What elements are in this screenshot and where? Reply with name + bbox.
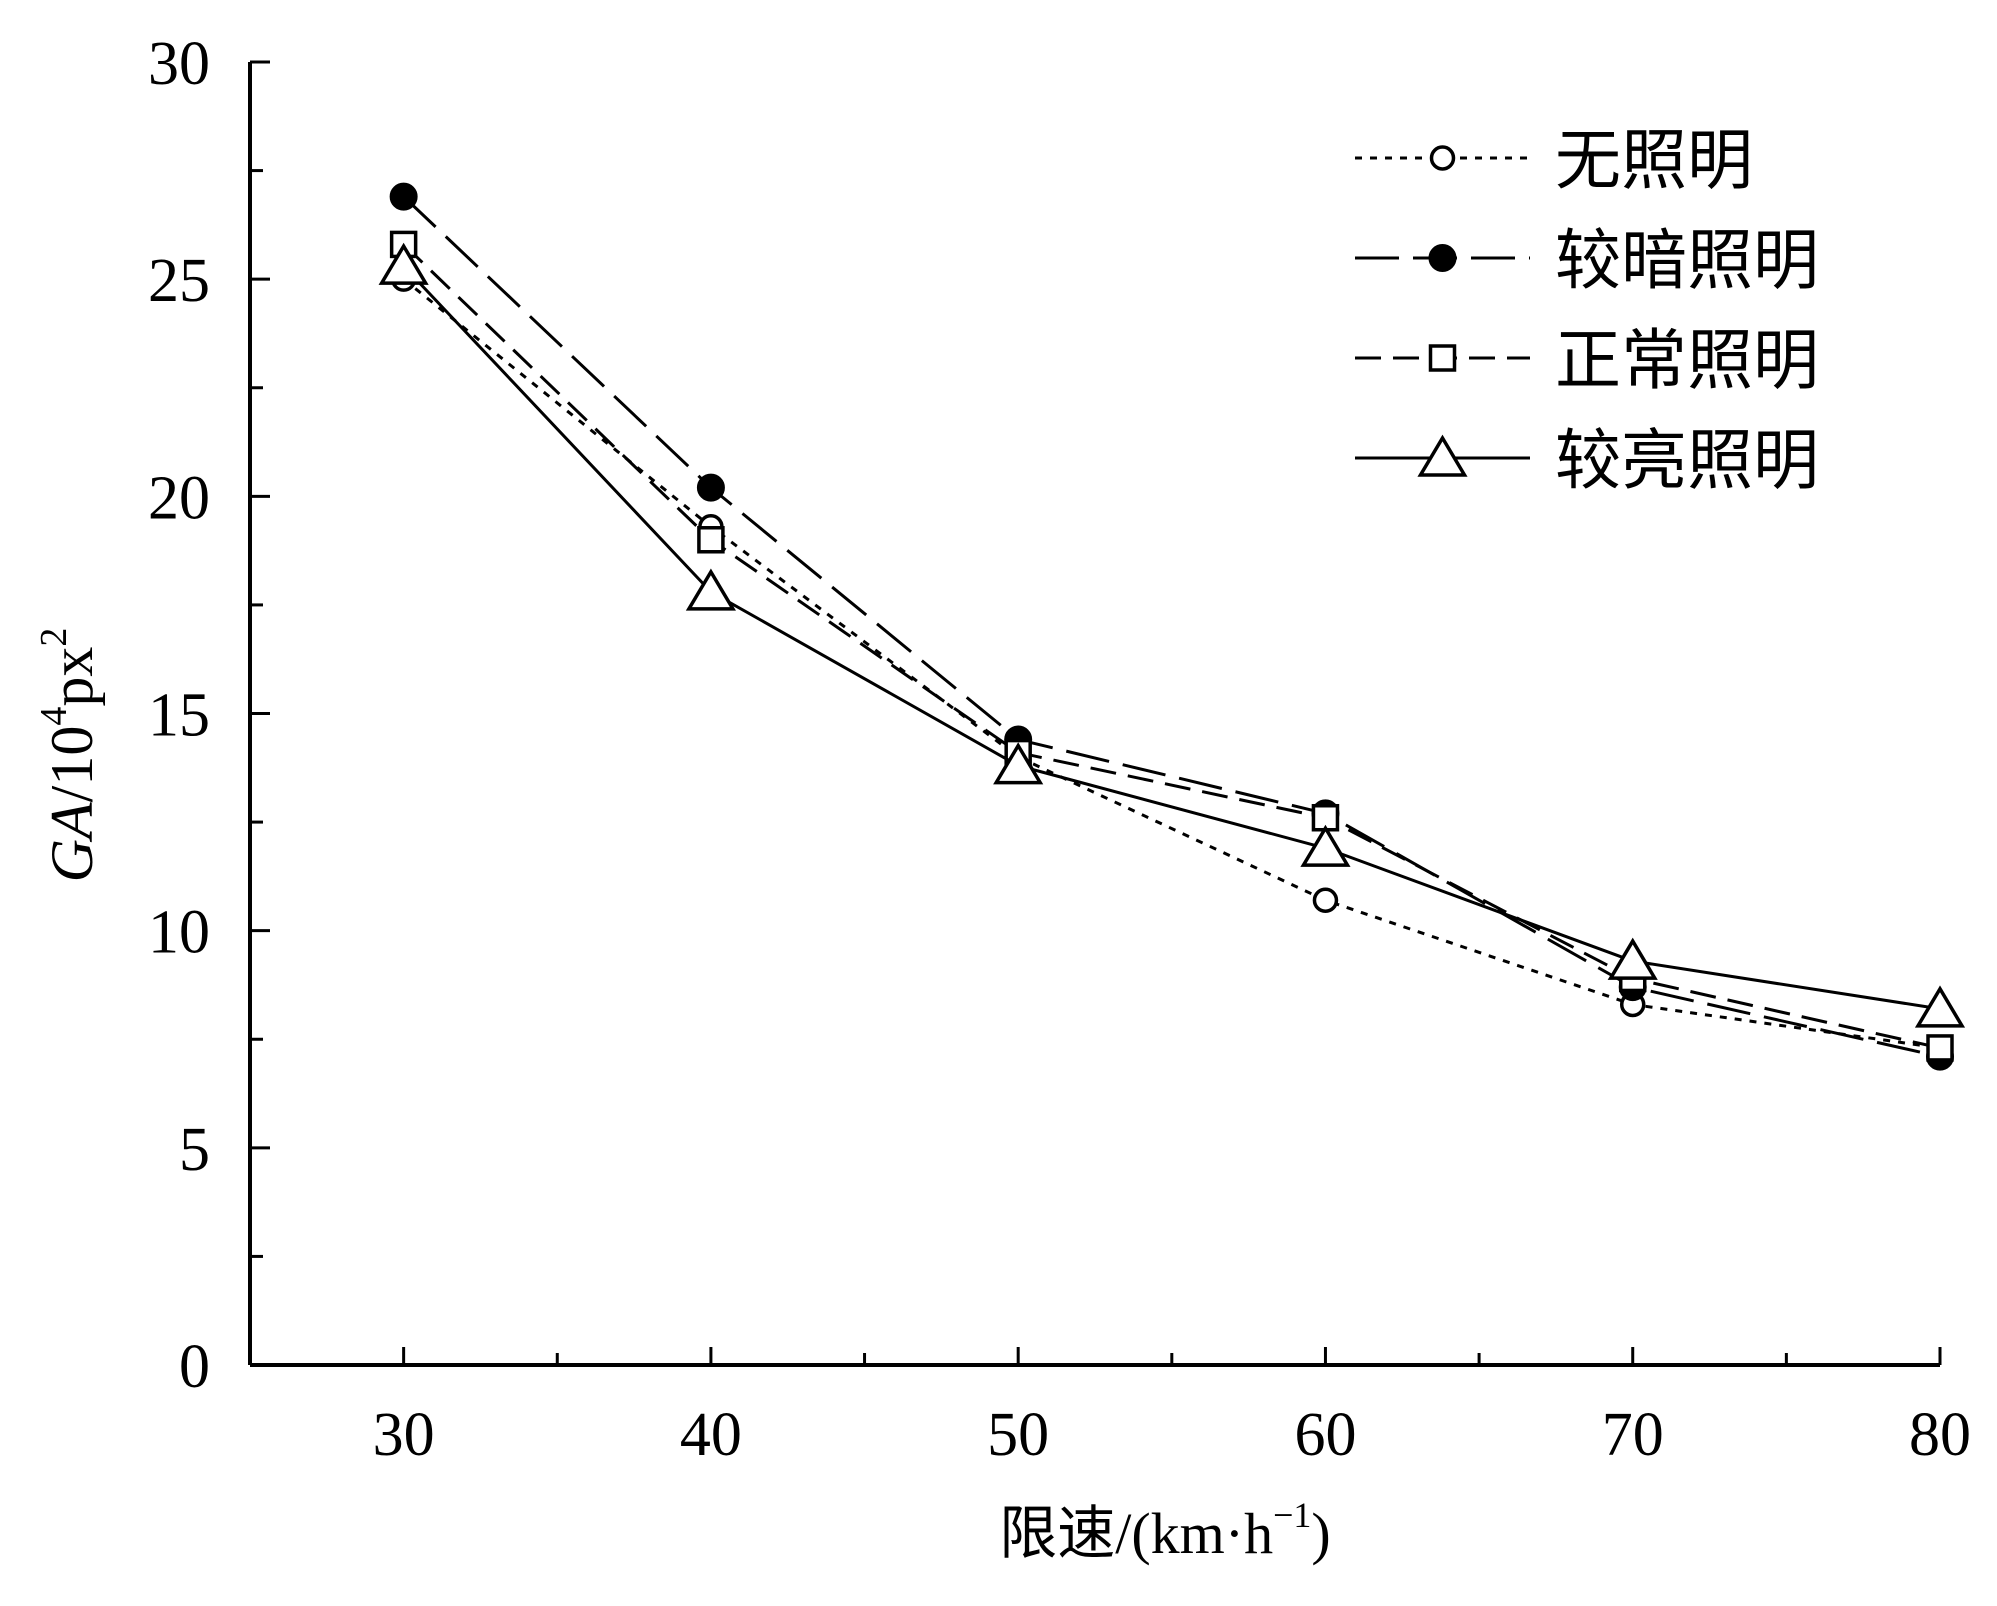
y-tick-label: 25 <box>148 247 210 315</box>
y-axis-title: GA/104px2 <box>33 628 105 883</box>
legend-marker <box>1428 344 1457 372</box>
legend-label: 较亮照明 <box>1555 425 1819 498</box>
data-point <box>696 473 725 502</box>
series-line <box>402 265 1941 1011</box>
legend-label: 无照明 <box>1555 125 1753 198</box>
y-axis-title-var: GA <box>39 802 105 882</box>
legend-entry-1: 无照明 <box>1355 125 1753 198</box>
series-4 <box>378 242 1966 1028</box>
x-axis-title-text: 限速/(km·h <box>999 1501 1273 1566</box>
x-tick-label: 70 <box>1602 1401 1664 1469</box>
data-point <box>1914 985 1966 1028</box>
data-point <box>993 742 1044 785</box>
series-2 <box>389 182 1954 1071</box>
series-line <box>402 243 1941 1050</box>
series-layer <box>378 182 1966 1071</box>
legend-marker <box>1417 434 1468 477</box>
data-point <box>1926 1034 1954 1062</box>
x-tick-label: 30 <box>373 1401 435 1469</box>
x-tick-label: 80 <box>1909 1401 1971 1469</box>
axes: 30 40 50 60 70 80 0 5 10 15 20 25 30 <box>148 30 1971 1469</box>
data-point <box>1312 887 1339 914</box>
data-point <box>685 568 736 611</box>
y-tick-label: 15 <box>148 682 210 750</box>
y-tick-label: 5 <box>179 1116 210 1184</box>
y-tick-label: 30 <box>148 30 210 98</box>
y-axis-title-sup2: 2 <box>33 628 75 647</box>
x-tick-label: 60 <box>1294 1401 1356 1469</box>
legend-entry-3: 正常照明 <box>1355 325 1819 398</box>
y-tick-label: 20 <box>148 464 210 532</box>
y-axis-title-sup1: 4 <box>33 707 75 726</box>
x-tick-label: 50 <box>987 1401 1049 1469</box>
y-axis-title-mid: /10 <box>39 726 105 803</box>
legend-marker <box>1429 145 1456 171</box>
x-axis-title-tail: ) <box>1311 1501 1330 1566</box>
series-line <box>402 277 1941 1050</box>
legend-entry-2: 较暗照明 <box>1355 225 1819 298</box>
series-line <box>402 195 1941 1059</box>
x-tick-label: 40 <box>680 1401 742 1469</box>
legend-entry-4: 较亮照明 <box>1355 425 1819 498</box>
y-tick-label: 10 <box>148 899 210 967</box>
legend-label: 正常照明 <box>1555 325 1819 398</box>
data-point <box>697 526 725 554</box>
data-point <box>1300 824 1351 867</box>
data-point <box>1607 937 1658 980</box>
y-axis-title-unit: px <box>39 647 105 707</box>
data-point <box>389 182 418 211</box>
x-axis-title-sup: −1 <box>1273 1495 1311 1535</box>
legend-label: 较暗照明 <box>1555 225 1819 298</box>
x-axis-title: 限速/(km·h−1) <box>999 1495 1331 1566</box>
legend-marker <box>1428 244 1457 272</box>
y-tick-label: 0 <box>179 1333 210 1401</box>
data-point <box>378 242 429 285</box>
